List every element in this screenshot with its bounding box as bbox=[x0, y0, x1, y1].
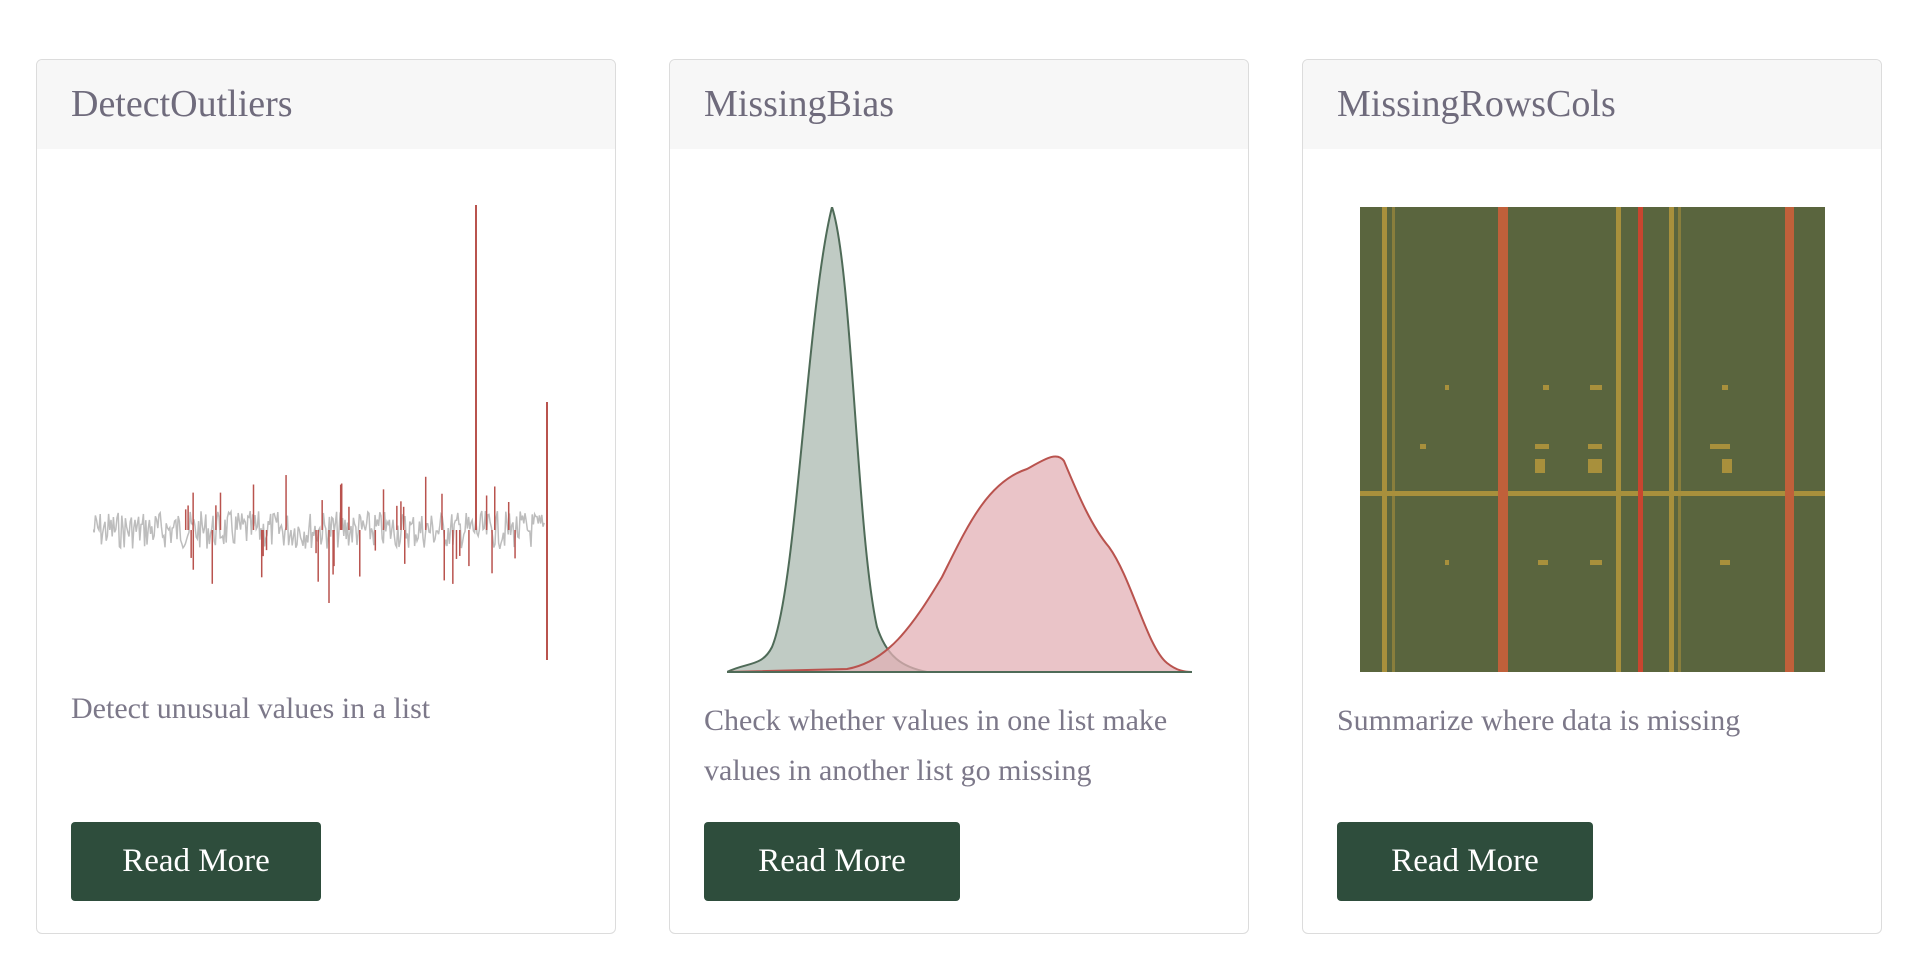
card-header: MissingBias bbox=[670, 60, 1248, 149]
missing-column bbox=[1638, 207, 1643, 672]
missing-marks bbox=[1360, 207, 1825, 672]
read-more-button[interactable]: Read More bbox=[1337, 822, 1593, 901]
missing-column bbox=[1498, 207, 1508, 672]
read-more-button[interactable]: Read More bbox=[71, 822, 321, 901]
card-title: DetectOutliers bbox=[71, 83, 293, 125]
card-description: Detect unusual values in a list bbox=[71, 692, 431, 725]
card-title: MissingRowsCols bbox=[1337, 83, 1616, 125]
card-description: Summarize where data is missing bbox=[1337, 704, 1741, 737]
density-curve bbox=[727, 455, 1192, 673]
matrix-background bbox=[1360, 207, 1825, 672]
card-title: MissingBias bbox=[704, 83, 895, 125]
card: MissingRowsCols Summarize where data is … bbox=[1302, 59, 1882, 934]
read-more-button[interactable]: Read More bbox=[704, 822, 960, 901]
density-curve bbox=[727, 207, 928, 673]
illustration bbox=[1360, 207, 1825, 672]
illustration bbox=[93, 205, 548, 660]
missing-column bbox=[1785, 207, 1794, 672]
illustration bbox=[727, 207, 1192, 673]
card: MissingBias Check whether values in one … bbox=[669, 59, 1249, 934]
card-description: Check whether values in one list make va… bbox=[704, 704, 1168, 787]
card-header: DetectOutliers bbox=[37, 60, 615, 149]
card: DetectOutliers Detect unusual values in … bbox=[36, 59, 616, 934]
card-header: MissingRowsCols bbox=[1303, 60, 1881, 149]
